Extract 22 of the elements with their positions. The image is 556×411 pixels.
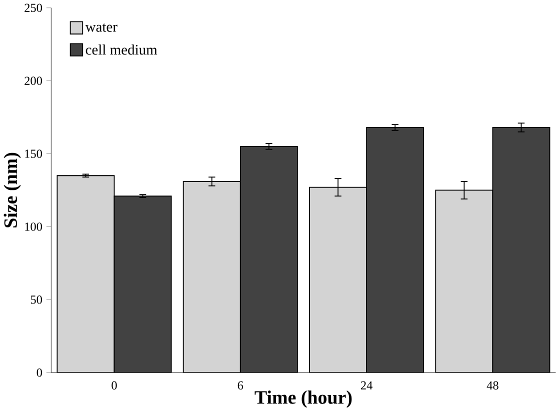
legend-label: water <box>85 23 118 32</box>
bar <box>492 126 550 372</box>
x-tick-label: 0 <box>112 381 117 390</box>
x-tick-label: 6 <box>238 381 244 390</box>
y-axis-title: Size (nm) <box>4 152 21 228</box>
bar <box>366 126 424 372</box>
y-tick-label: 200 <box>24 76 42 85</box>
x-tick-label: 24 <box>360 381 372 390</box>
y-tick-label: 100 <box>25 222 42 231</box>
legend-label: cell medium <box>86 44 158 54</box>
bar <box>182 180 241 372</box>
x-tick-label: 48 <box>486 381 498 390</box>
bar <box>309 186 367 372</box>
bar <box>56 174 115 372</box>
bar <box>240 146 298 372</box>
y-tick-label: 50 <box>30 295 42 304</box>
x-axis-title: Time (hour) <box>254 390 352 408</box>
y-tick-label: 250 <box>24 4 42 12</box>
bar <box>435 190 494 372</box>
y-tick-label: 0 <box>36 368 42 377</box>
y-tick-label: 150 <box>25 149 42 158</box>
bar <box>114 195 172 372</box>
